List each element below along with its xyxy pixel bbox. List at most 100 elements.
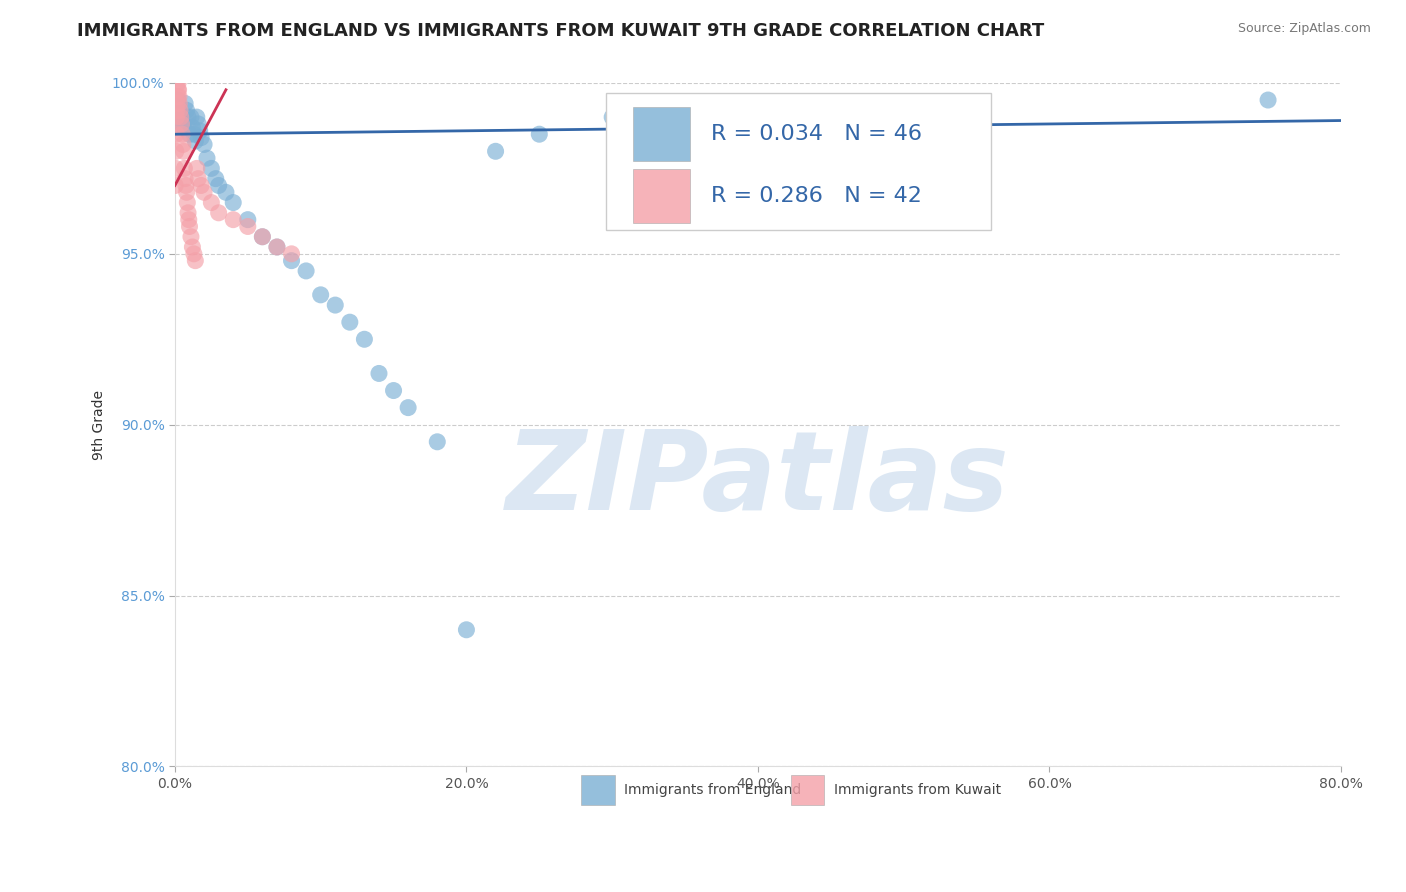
Point (252, 229, 274, 244)
Point (396, 401, 419, 415)
Text: Immigrants from Kuwait: Immigrants from Kuwait (834, 783, 1001, 797)
Point (166, 103, 188, 118)
Point (176, 195, 198, 210)
Point (208, 206, 231, 220)
Point (166, 117, 188, 131)
Point (183, 247, 205, 261)
Point (188, 124, 211, 138)
Point (186, 110, 208, 124)
Point (177, 206, 200, 220)
Point (166, 93, 188, 107)
Point (456, 623, 478, 637)
Point (529, 127, 551, 141)
Point (187, 171, 209, 186)
Point (215, 186, 238, 200)
Point (252, 229, 274, 244)
Point (166, 89, 188, 103)
Point (222, 212, 245, 227)
Point (208, 178, 231, 193)
Point (309, 288, 332, 302)
Point (172, 137, 194, 152)
Point (193, 186, 215, 200)
Point (204, 171, 226, 186)
FancyBboxPatch shape (790, 775, 824, 805)
Point (236, 219, 259, 234)
Point (179, 219, 201, 234)
Point (165, 103, 187, 118)
Point (169, 106, 191, 120)
Point (190, 130, 212, 145)
FancyBboxPatch shape (633, 169, 690, 223)
Point (177, 212, 200, 227)
Point (165, 178, 187, 193)
Point (426, 434, 449, 449)
Point (166, 83, 188, 97)
Text: Immigrants from England: Immigrants from England (624, 783, 801, 797)
Point (169, 103, 191, 118)
Point (181, 120, 204, 135)
Point (179, 127, 201, 141)
Point (382, 384, 405, 398)
Point (184, 253, 207, 268)
Point (266, 240, 288, 254)
FancyBboxPatch shape (606, 93, 991, 230)
Text: R = 0.286   N = 42: R = 0.286 N = 42 (711, 186, 922, 206)
Point (180, 110, 202, 124)
Point (339, 315, 361, 329)
Point (195, 151, 218, 165)
Point (600, 110, 623, 124)
Point (170, 110, 193, 124)
Point (368, 367, 391, 381)
Point (181, 240, 204, 254)
Point (167, 100, 190, 114)
Point (183, 127, 205, 141)
Point (280, 247, 302, 261)
Point (1257, 93, 1279, 107)
Point (174, 96, 197, 111)
Point (167, 83, 190, 97)
Point (176, 186, 198, 200)
FancyBboxPatch shape (633, 107, 690, 161)
Point (222, 195, 245, 210)
Point (169, 96, 191, 111)
Y-axis label: 9th Grade: 9th Grade (93, 390, 107, 459)
FancyBboxPatch shape (581, 775, 614, 805)
Point (165, 145, 187, 159)
Point (187, 117, 209, 131)
Text: R = 0.034   N = 46: R = 0.034 N = 46 (711, 124, 922, 145)
Point (200, 195, 222, 210)
Point (165, 127, 187, 141)
Point (323, 298, 346, 312)
Point (236, 212, 259, 227)
Point (173, 161, 195, 176)
Point (167, 76, 190, 90)
Point (190, 178, 212, 193)
Point (280, 253, 302, 268)
Point (166, 96, 188, 111)
Point (167, 89, 190, 103)
Point (177, 110, 200, 124)
Point (172, 117, 194, 131)
Point (170, 110, 193, 124)
Point (165, 110, 187, 124)
Point (484, 145, 506, 159)
Point (180, 229, 202, 244)
Point (173, 145, 195, 159)
Point (170, 117, 193, 131)
Point (173, 120, 195, 135)
Point (353, 332, 375, 346)
Point (186, 161, 208, 176)
Point (200, 161, 222, 176)
Point (174, 171, 197, 186)
Text: IMMIGRANTS FROM ENGLAND VS IMMIGRANTS FROM KUWAIT 9TH GRADE CORRELATION CHART: IMMIGRANTS FROM ENGLAND VS IMMIGRANTS FR… (77, 22, 1045, 40)
Point (165, 161, 187, 176)
Point (266, 240, 288, 254)
Point (165, 110, 187, 124)
Point (184, 134, 207, 148)
Text: Source: ZipAtlas.com: Source: ZipAtlas.com (1237, 22, 1371, 36)
Text: ZIPatlas: ZIPatlas (506, 425, 1010, 533)
Point (176, 103, 198, 118)
Point (174, 178, 197, 193)
Point (193, 137, 215, 152)
Point (295, 264, 318, 278)
